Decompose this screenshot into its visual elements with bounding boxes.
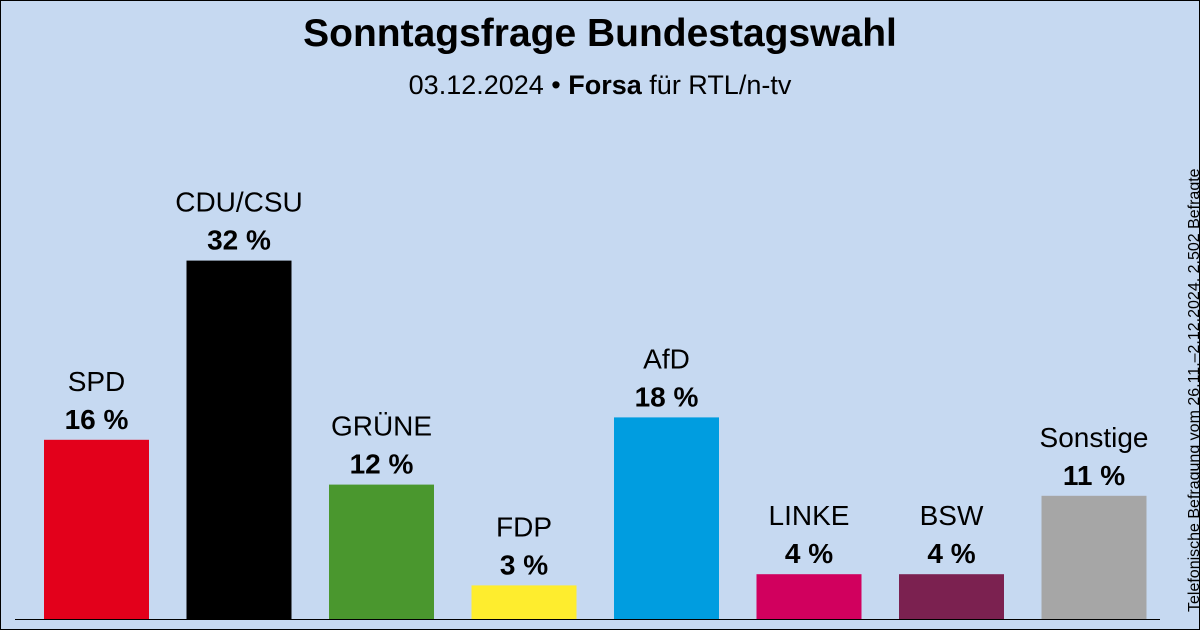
poll-institute: Forsa — [568, 70, 642, 100]
value-label-sonstige: 11 % — [1063, 460, 1125, 491]
value-label-fdp: 3 % — [500, 549, 548, 580]
bar-afd — [614, 417, 719, 619]
bar-group-bsw: BSW 4 % — [899, 500, 1004, 619]
value-label-cdu-csu: 32 % — [207, 225, 271, 256]
bar-group-spd: SPD 16 % — [44, 366, 149, 619]
poll-client: für RTL/n-tv — [641, 70, 792, 100]
bar-sonstige — [1041, 495, 1147, 619]
bar-grüne — [329, 484, 434, 619]
party-label-cdu-csu: CDU/CSU — [175, 187, 303, 218]
bar-group-fdp: FDP 3 % — [471, 511, 577, 619]
chart-subtitle: 03.12.2024 • Forsa für RTL/n-tv — [0, 70, 1200, 101]
value-label-spd: 16 % — [65, 404, 129, 435]
party-label-afd: AfD — [643, 343, 690, 374]
party-label-grüne: GRÜNE — [331, 411, 432, 442]
bar-group-grüne: GRÜNE 12 % — [329, 411, 434, 619]
bar-spd — [44, 439, 149, 619]
party-label-fdp: FDP — [496, 511, 552, 542]
subtitle-separator: • — [543, 70, 569, 100]
bar-group-sonstige: Sonstige 11 % — [1040, 422, 1149, 619]
value-label-afd: 18 % — [635, 381, 699, 412]
bar-group-afd: AfD 18 % — [614, 343, 719, 619]
party-label-linke: LINKE — [769, 500, 850, 531]
bar-cdu-csu — [186, 260, 292, 619]
party-label-sonstige: Sonstige — [1040, 422, 1149, 453]
value-label-linke: 4 % — [785, 538, 833, 569]
party-label-spd: SPD — [68, 366, 126, 397]
chart-title: Sonntagsfrage Bundestagswahl — [303, 12, 897, 55]
value-label-grüne: 12 % — [350, 449, 414, 480]
poll-date: 03.12.2024 — [408, 70, 544, 100]
value-label-bsw: 4 % — [927, 538, 975, 569]
bar-group-cdu-csu: CDU/CSU 32 % — [175, 187, 303, 619]
bar-linke — [756, 574, 862, 619]
bar-group-linke: LINKE 4 % — [756, 500, 862, 619]
party-label-bsw: BSW — [920, 500, 984, 531]
bar-fdp — [471, 585, 577, 619]
bar-bsw — [899, 574, 1004, 619]
